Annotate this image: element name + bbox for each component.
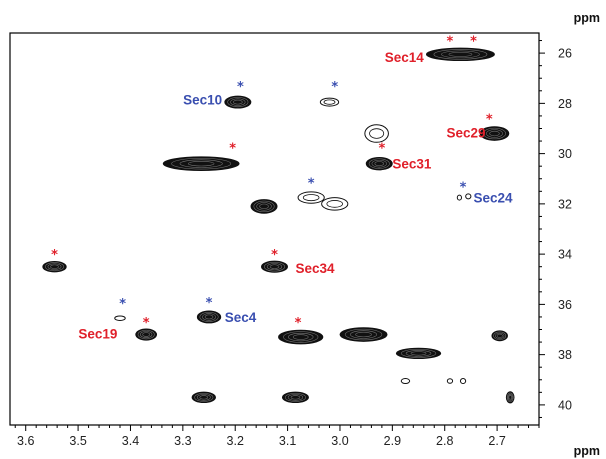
contour-peak (250, 199, 278, 214)
peak-label-sec14: Sec14 (385, 50, 425, 65)
contour-peak (456, 194, 462, 201)
plot-frame (9, 32, 540, 426)
peak-label-sec4: Sec4 (225, 310, 257, 325)
peak-asterisk: * (470, 35, 477, 50)
peak-label-sec19: Sec19 (78, 326, 117, 341)
peak-asterisk: * (237, 80, 244, 95)
y-axis-unit-label: ppm (574, 11, 600, 25)
contour-peak (479, 126, 510, 141)
contour-peak (162, 156, 240, 171)
contour-peak (297, 191, 325, 204)
x-tick-label: 3.5 (69, 434, 86, 448)
contour-peak (395, 347, 442, 360)
x-tick-label: 3.4 (122, 434, 139, 448)
contour-peak (459, 378, 467, 385)
peak-label-sec29: Sec29 (447, 125, 486, 140)
contour-peak (364, 124, 389, 143)
contour-peak (505, 391, 515, 404)
y-tick-label: 26 (558, 47, 572, 61)
contour-peak (278, 329, 324, 345)
peak-asterisk: * (295, 316, 302, 331)
y-tick-label: 40 (558, 398, 572, 412)
contour-peak (224, 95, 252, 109)
peak-label-sec34: Sec34 (295, 261, 335, 276)
contour-peak (281, 391, 309, 404)
peak-asterisk: * (378, 141, 385, 156)
peak-label-sec31: Sec31 (392, 157, 432, 172)
contour-peak (261, 260, 288, 273)
y-tick-label: 38 (558, 348, 572, 362)
peak-asterisk: * (51, 248, 58, 263)
contour-peak (365, 156, 393, 171)
peak-label-sec10: Sec10 (183, 93, 222, 108)
contour-peak (465, 193, 472, 200)
contour-peak (42, 261, 67, 273)
y-tick-label: 28 (558, 97, 572, 111)
peak-asterisk: * (447, 35, 454, 50)
peak-asterisk: * (486, 112, 493, 127)
stars-layer: * * * * * * * * * * * * * * * (51, 35, 493, 331)
contour-peak (339, 327, 388, 342)
contour-peak (191, 391, 216, 404)
contour-peak (319, 97, 340, 107)
y-tick-label: 32 (558, 197, 572, 211)
peak-asterisk: * (119, 297, 126, 312)
y-tick-label: 36 (558, 298, 572, 312)
x-axis-unit-label: ppm (574, 444, 600, 458)
contour-peak (425, 47, 495, 62)
contour-peak (400, 378, 411, 385)
x-tick-label: 2.8 (436, 434, 453, 448)
y-axis: 26 28 30 32 34 36 38 40 (539, 40, 572, 418)
peak-label-sec24: Sec24 (474, 191, 514, 206)
peak-asterisk: * (143, 316, 150, 331)
x-tick-label: 2.7 (488, 434, 505, 448)
x-tick-label: 3.0 (331, 434, 348, 448)
x-tick-label: 3.3 (174, 434, 191, 448)
contour-peak (196, 310, 222, 324)
peak-asterisk: * (206, 296, 213, 311)
y-tick-label: 34 (558, 248, 572, 262)
x-axis: 3.6 3.5 3.4 3.3 3.2 3.1 3.0 2.9 2.8 2.7 (14, 425, 540, 448)
x-tick-label: 2.9 (384, 434, 401, 448)
peak-asterisk: * (331, 80, 338, 95)
peak-asterisk: * (229, 141, 236, 156)
x-tick-label: 3.1 (279, 434, 296, 448)
labels-layer: Sec14 Sec10 Sec29 Sec31 Sec24 Sec34 Sec4 Sec19 (78, 50, 513, 341)
contour-peak (491, 330, 508, 342)
contour-peak (114, 315, 126, 321)
peak-asterisk: * (308, 177, 315, 192)
x-tick-label: 3.2 (227, 434, 244, 448)
peak-asterisk: * (460, 180, 467, 195)
contour-peak (446, 378, 454, 384)
y-tick-label: 30 (558, 147, 572, 161)
contour-peak (135, 328, 158, 341)
x-tick-label: 3.6 (17, 434, 34, 448)
peaks-layer (42, 47, 515, 404)
contour-peak (321, 197, 349, 211)
peak-asterisk: * (271, 248, 278, 263)
